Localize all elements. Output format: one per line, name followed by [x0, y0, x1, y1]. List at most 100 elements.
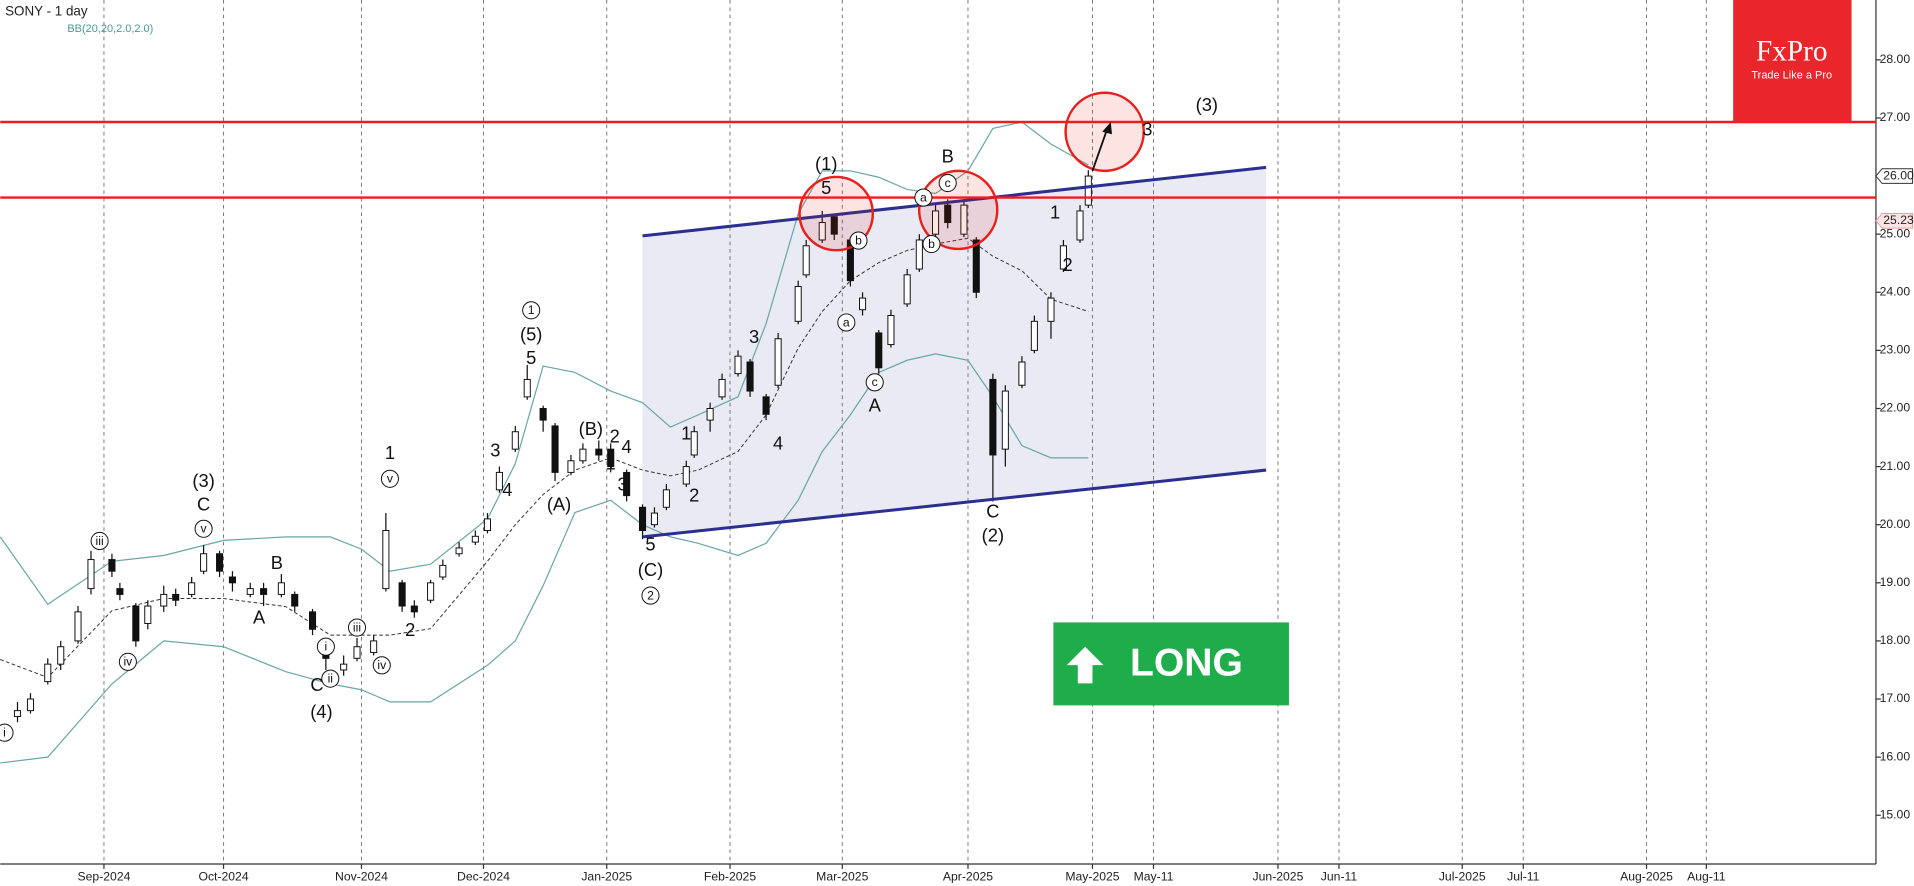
candle-body: [662, 489, 670, 508]
candle-body: [410, 605, 418, 613]
wave-label: i: [325, 640, 328, 654]
candle-body: [523, 378, 531, 398]
x-tick-label: Nov-2024: [335, 870, 388, 884]
bollinger-upper: [0, 121, 1089, 606]
wave-label: 1: [1050, 202, 1060, 223]
wave-label: (3): [1196, 94, 1218, 115]
wave-label: v: [201, 522, 208, 536]
candle-body: [875, 332, 883, 369]
wave-circle: [922, 235, 941, 254]
wave-label: 4: [773, 432, 783, 453]
wave-label: ii: [328, 672, 333, 686]
candle-body: [830, 216, 838, 235]
highlight-circle: [798, 175, 875, 252]
candle-body: [511, 431, 519, 450]
wave-circle: [849, 231, 868, 250]
candle-body: [455, 547, 463, 555]
candle-body: [650, 512, 659, 526]
candle-body: [859, 297, 867, 311]
y-tick-label: 16.00: [1880, 749, 1911, 763]
wave-label: b: [855, 233, 862, 247]
y-tick-label: 28.00: [1880, 52, 1911, 66]
wave-label: (C): [638, 559, 663, 580]
x-tick-label: Jan-2025: [581, 870, 632, 884]
candle-body: [353, 646, 361, 659]
logo-name: FxPro: [1756, 35, 1828, 67]
candle-body: [690, 431, 698, 456]
wave-label: c: [872, 375, 878, 389]
y-tick-label: 19.00: [1880, 575, 1911, 589]
candle-body: [228, 576, 236, 584]
wave-label: 5: [645, 533, 655, 554]
x-tick-label: Jun-11: [1321, 870, 1358, 884]
candle-body: [1018, 361, 1026, 386]
target-arrow-head: [1102, 122, 1112, 135]
candle-body: [932, 210, 940, 235]
wave-label: iv: [123, 655, 133, 669]
wave-label: a: [920, 190, 927, 204]
y-tick-label: 24.00: [1880, 284, 1911, 298]
chart-title: SONY - 1 day: [5, 4, 88, 19]
wave-circle: [0, 723, 14, 742]
wave-label: (B): [579, 418, 603, 439]
wave-label: 3: [1142, 119, 1152, 140]
candle-body: [607, 448, 615, 468]
candle-body: [427, 582, 435, 601]
wave-label: i: [3, 726, 6, 740]
wave-label: A: [869, 395, 882, 416]
x-tick-label: Aug-2025: [1620, 870, 1673, 884]
wave-circle: [347, 618, 367, 637]
wave-label: iii: [353, 620, 361, 634]
candle-body: [216, 553, 224, 572]
candle-body: [1084, 175, 1092, 206]
x-tick-label: Jul-11: [1507, 870, 1540, 884]
wave-label: (2): [982, 525, 1004, 546]
y-tick-label: 22.00: [1880, 401, 1911, 415]
wave-label: 2: [610, 425, 620, 446]
wave-label: v: [387, 472, 394, 486]
candle-body: [26, 698, 35, 712]
wave-circle: [641, 586, 660, 605]
wave-label: 5: [821, 177, 831, 198]
wave-label: B: [271, 552, 283, 573]
candle-body: [439, 564, 447, 578]
x-tick-label: Jun-2025: [1253, 870, 1304, 884]
candle-body: [1047, 297, 1055, 322]
front-layer: LONG FxPro Trade Like a Pro SONY - 1 day…: [0, 0, 1914, 742]
candle-body: [915, 239, 923, 270]
candle-body: [87, 559, 95, 590]
candle-body: [370, 640, 378, 654]
x-tick-label: Mar-2025: [816, 870, 868, 884]
candle-body: [291, 593, 299, 607]
wave-circle: [118, 652, 137, 671]
candle-body: [746, 361, 754, 392]
wave-circle: [380, 469, 399, 488]
wave-circle: [837, 313, 856, 332]
candle-body: [734, 355, 742, 375]
candle-body: [398, 582, 406, 607]
candle-body: [818, 222, 826, 241]
wave-label: (5): [520, 324, 542, 345]
candle-body: [989, 378, 997, 456]
wave-circle: [321, 669, 340, 688]
candle-body: [57, 646, 65, 665]
wave-label: 2: [689, 485, 699, 506]
wave-label: 4: [622, 436, 632, 457]
wave-label: 2: [647, 588, 654, 602]
x-tick-label: Apr-2025: [943, 870, 993, 884]
wave-label: 1: [606, 453, 616, 474]
candle-body: [706, 407, 714, 421]
x-tick-label: Jul-2025: [1439, 870, 1486, 884]
candle-body: [382, 530, 390, 590]
candle-body: [116, 588, 124, 595]
candle-body: [108, 559, 116, 572]
y-tick-label: 15.00: [1880, 807, 1911, 821]
wave-label: iii: [96, 534, 104, 548]
x-tick-label: Aug-11: [1687, 870, 1726, 884]
candle-body: [762, 396, 770, 415]
candle-body: [13, 710, 22, 717]
candle-body: [74, 611, 82, 642]
candle-body: [903, 274, 911, 305]
